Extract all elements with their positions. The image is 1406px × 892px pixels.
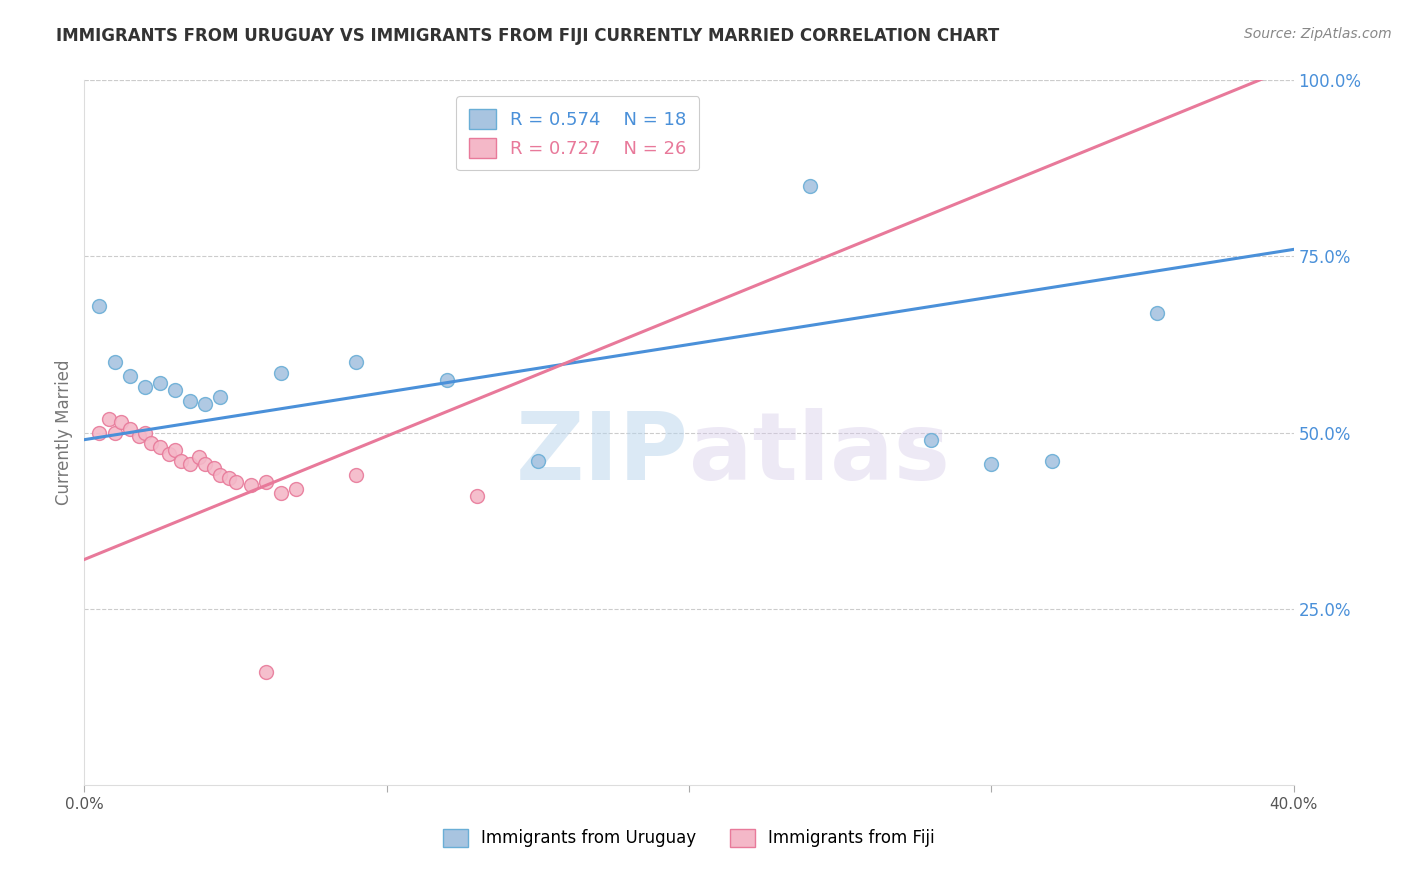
Text: ZIP: ZIP — [516, 408, 689, 500]
Point — [89, 299, 111, 313]
Point — [179, 458, 201, 472]
Point — [270, 485, 292, 500]
Point — [188, 450, 211, 465]
Point — [527, 454, 550, 468]
Point — [254, 475, 277, 489]
Point — [97, 411, 120, 425]
Point — [89, 425, 111, 440]
Point — [149, 376, 172, 391]
Point — [118, 422, 141, 436]
Point — [225, 475, 247, 489]
Point — [104, 425, 127, 440]
Point — [134, 380, 156, 394]
Point — [170, 454, 193, 468]
Point — [194, 397, 217, 411]
Point — [104, 355, 127, 369]
Point — [218, 471, 240, 485]
Point — [149, 440, 172, 454]
Point — [346, 355, 368, 369]
Point — [270, 366, 292, 380]
Text: atlas: atlas — [689, 408, 950, 500]
Point — [920, 433, 942, 447]
Point — [467, 489, 489, 503]
Point — [165, 384, 187, 398]
Point — [209, 467, 232, 482]
Point — [285, 482, 308, 496]
Point — [128, 429, 150, 443]
Point — [194, 458, 217, 472]
Point — [202, 460, 225, 475]
Point — [110, 415, 132, 429]
Point — [239, 478, 262, 492]
Text: Source: ZipAtlas.com: Source: ZipAtlas.com — [1244, 27, 1392, 41]
Point — [134, 425, 156, 440]
Point — [209, 391, 232, 405]
Point — [165, 443, 187, 458]
Point — [436, 373, 458, 387]
Y-axis label: Currently Married: Currently Married — [55, 359, 73, 506]
Point — [799, 178, 821, 194]
Text: IMMIGRANTS FROM URUGUAY VS IMMIGRANTS FROM FIJI CURRENTLY MARRIED CORRELATION CH: IMMIGRANTS FROM URUGUAY VS IMMIGRANTS FR… — [56, 27, 1000, 45]
Legend: Immigrants from Uruguay, Immigrants from Fiji: Immigrants from Uruguay, Immigrants from… — [436, 822, 942, 855]
Point — [139, 436, 162, 450]
Point — [980, 458, 1002, 472]
Point — [157, 447, 180, 461]
Point — [179, 393, 201, 408]
Point — [118, 369, 141, 384]
Point — [346, 467, 368, 482]
Point — [1040, 454, 1063, 468]
Point — [254, 665, 277, 680]
Point — [1146, 306, 1168, 320]
